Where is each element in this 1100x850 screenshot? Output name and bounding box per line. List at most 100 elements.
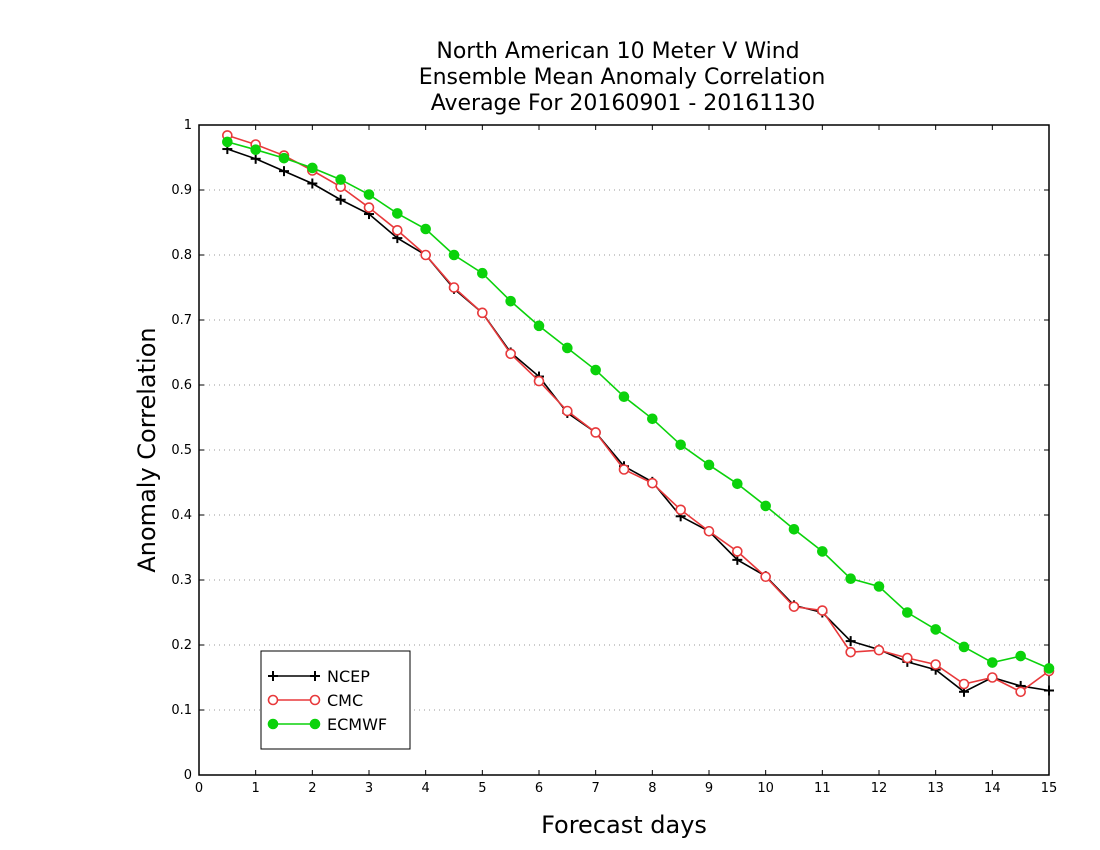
data-point-cmc [902,652,913,664]
legend-marker-ncep [268,671,278,681]
x-tick-label: 2 [308,781,316,796]
data-point-ecmwf [250,144,261,155]
data-point-ecmwf [533,320,545,332]
data-point-cmc [703,525,715,537]
data-point-ecmwf [987,657,998,668]
data-point-ncep [250,153,261,164]
x-axis-ticks: 0 1 2 3 4 5 6 7 8 9 10 11 12 13 14 15 [195,125,1057,796]
y-tick-label: 0.7 [171,313,192,328]
x-tick-label: 8 [648,781,656,796]
data-point-ecmwf [448,249,460,261]
legend-marker-ecmwf [267,718,279,730]
data-point-ecmwf [873,581,885,592]
data-point-cmc [958,678,970,690]
data-point-ecmwf [618,391,630,403]
chart-title: North American 10 Meter V Wind Ensemble … [419,39,826,116]
y-tick-label: 0.8 [171,248,192,263]
data-point-ecmwf [363,189,375,200]
chart-title-line-1: North American 10 Meter V Wind [436,39,799,64]
legend-label-ecmwf: ECMWF [327,715,387,734]
data-point-cmc [817,605,828,616]
x-tick-label: 11 [814,781,831,796]
x-tick-label: 10 [757,781,774,796]
y-tick-label: 0 [184,768,192,783]
chart-title-line-2: Ensemble Mean Anomaly Correlation [419,65,826,90]
data-point-ecmwf [392,208,403,219]
data-point-ncep [1044,685,1054,696]
data-point-cmc [477,307,488,319]
x-tick-label: 3 [365,781,373,796]
series-line-ncep [227,148,1050,693]
data-point-ecmwf [732,478,743,490]
series-cmc [222,130,1055,698]
legend-entry-cmc: CMC [267,691,363,710]
data-point-cmc [420,249,431,261]
data-point-cmc [675,504,686,516]
series-line-cmc [227,134,1050,693]
legend-marker-ecmwf [309,718,321,730]
y-gridlines [199,189,1049,711]
data-point-ecmwf [222,136,233,148]
legend-label-cmc: CMC [327,691,363,710]
data-point-ecmwf [477,267,488,279]
data-point-ecmwf [505,295,516,307]
data-point-ecmwf [788,524,800,535]
data-point-ecmwf [930,624,941,635]
data-point-ncep [845,636,856,647]
x-tick-label: 12 [871,781,888,796]
data-point-cmc [845,646,856,658]
x-tick-label: 15 [1041,781,1058,796]
data-point-ecmwf [958,641,970,653]
data-point-ecmwf [760,500,771,512]
data-point-ecmwf [1015,650,1026,662]
x-tick-label: 4 [422,781,430,796]
y-tick-label: 0.4 [171,508,192,523]
data-point-ncep [335,194,346,205]
x-tick-label: 7 [592,781,600,796]
data-point-ncep [307,178,318,189]
y-tick-label: 1 [184,118,192,133]
data-point-ecmwf [647,413,658,425]
data-point-ecmwf [590,364,601,376]
y-tick-label: 0.1 [171,703,192,718]
data-point-ecmwf [1043,663,1055,674]
data-point-ecmwf [675,439,686,451]
y-tick-label: 0.2 [171,638,192,653]
data-point-cmc [392,225,403,236]
data-point-ecmwf [902,607,913,618]
data-point-cmc [505,348,516,360]
legend-marker-ncep [310,671,320,681]
data-point-cmc [930,659,941,670]
legend: NCEP CMC ECMWF [260,650,411,750]
data-point-cmc [760,571,771,583]
data-point-cmc [788,601,800,612]
series-ecmwf [222,136,1055,674]
x-tick-label: 13 [927,781,944,796]
data-point-cmc [562,405,573,417]
data-point-cmc [873,644,885,656]
data-point-ecmwf [845,573,856,585]
data-point-cmc [1015,686,1026,698]
data-point-cmc [448,282,460,293]
data-point-cmc [732,546,743,557]
data-point-ecmwf [817,546,828,557]
data-point-ecmwf [562,342,573,354]
legend-entry-ncep: NCEP [268,667,370,686]
legend-marker-cmc [309,694,321,706]
y-tick-label: 0.9 [171,183,192,198]
data-point-cmc [533,375,545,387]
y-tick-label: 0.3 [171,573,192,588]
x-tick-label: 0 [195,781,203,796]
x-tick-label: 14 [984,781,1001,796]
data-point-cmc [987,672,998,683]
data-point-ncep [279,166,289,177]
y-axis-ticks: 0 0.1 0.2 0.3 0.4 0.5 0.6 0.7 0.8 0.9 1 [171,118,1049,783]
legend-marker-cmc [267,694,279,706]
legend-entry-ecmwf: ECMWF [267,715,387,734]
y-axis-label: Anomaly Correlation [133,327,161,572]
legend-label-ncep: NCEP [327,667,370,686]
x-tick-label: 9 [705,781,713,796]
data-point-cmc [363,202,375,213]
data-point-cmc [618,464,630,475]
